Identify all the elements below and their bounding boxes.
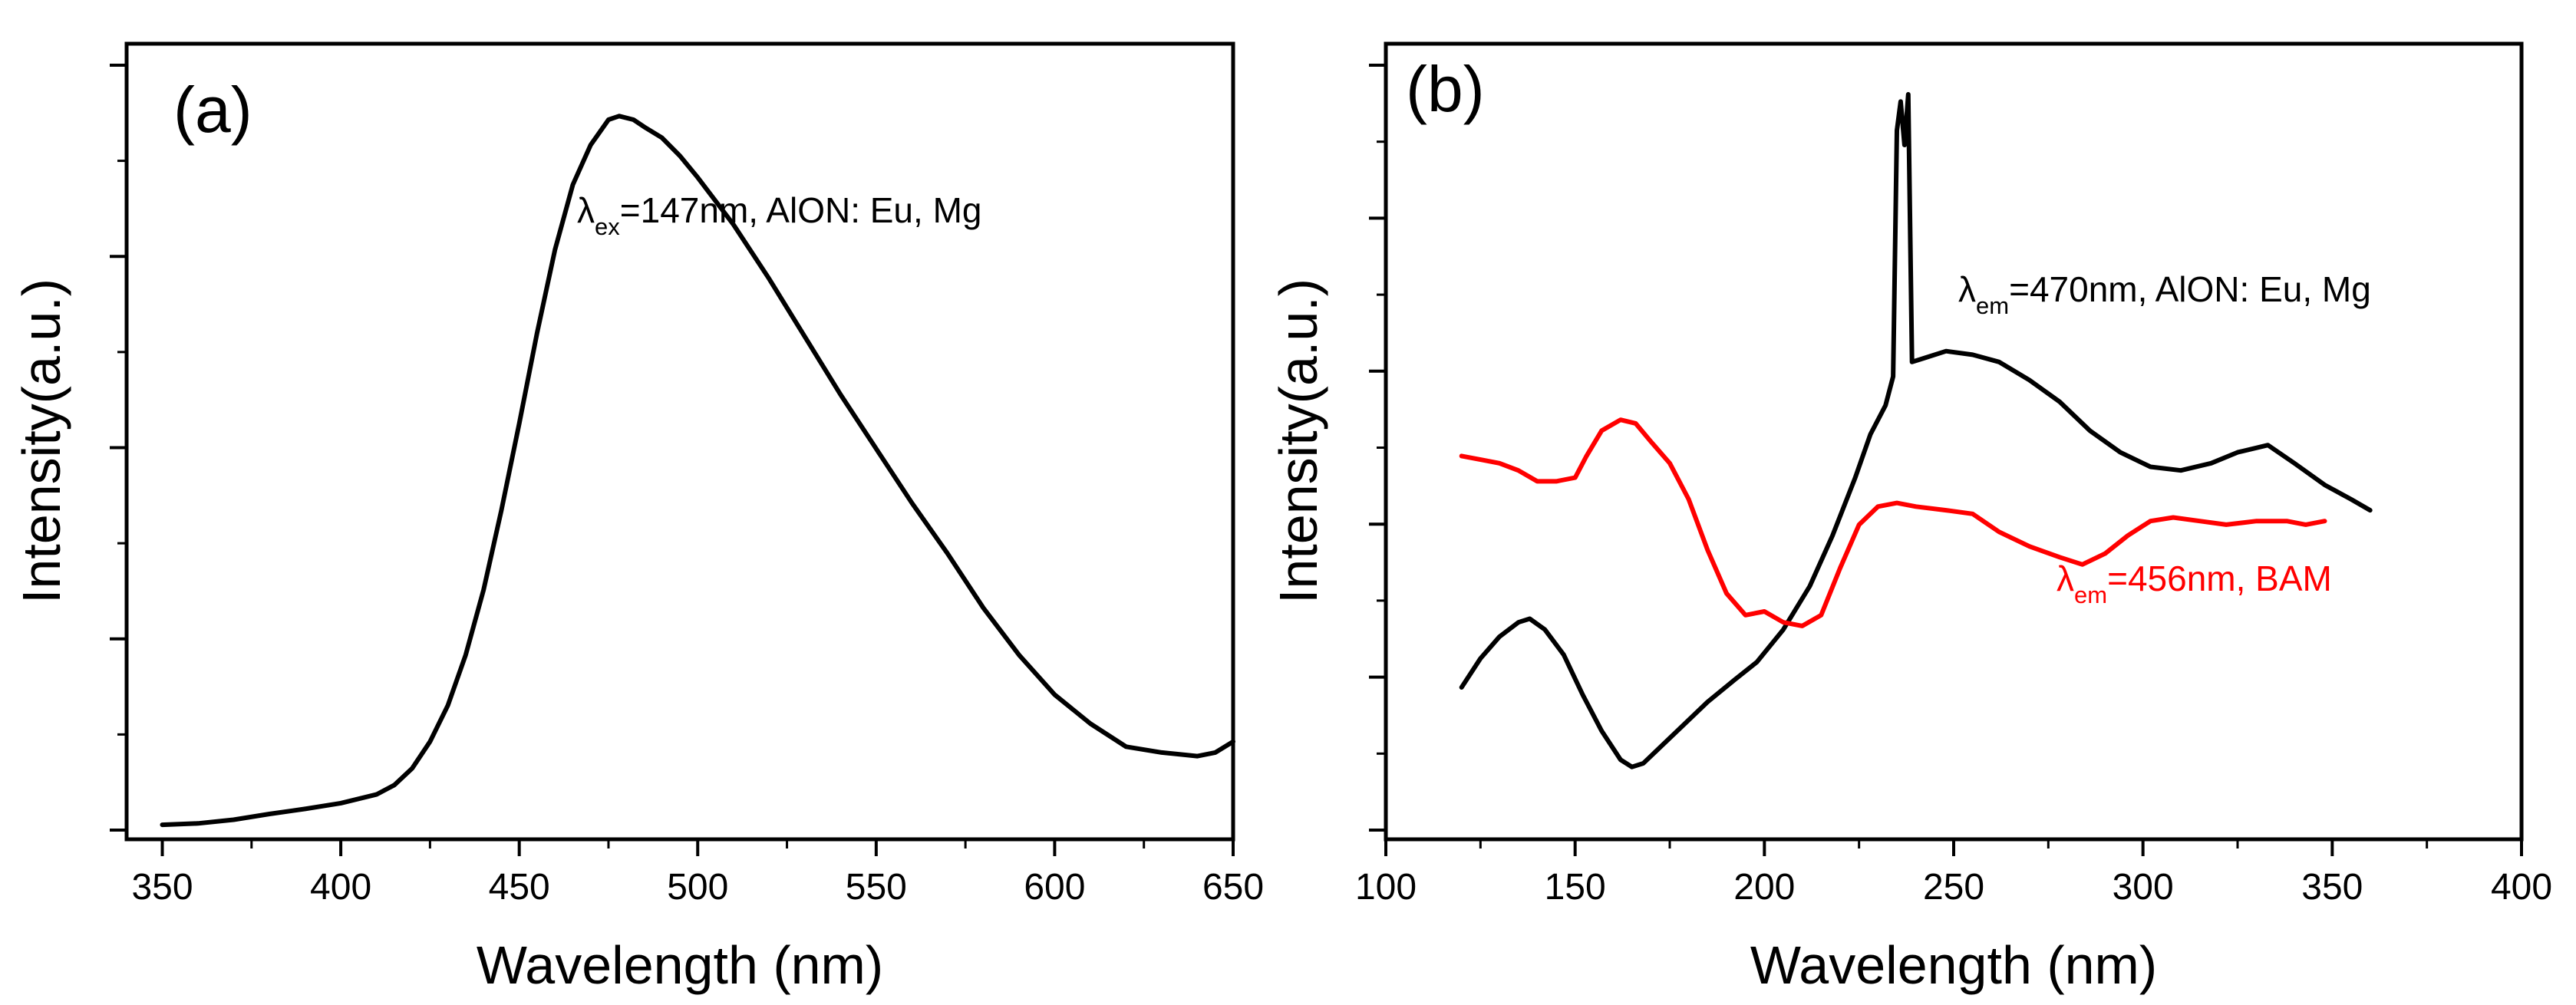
panel-b-annotation-alon-symbol: λ (1958, 269, 1976, 309)
panel-a-label: (a) (173, 74, 252, 146)
panel-b-x-tick-label: 350 (2301, 867, 2363, 908)
panel-a-annotation-text: =147nm, AlON: Eu, Mg (620, 190, 982, 230)
panel-a-ticks (110, 64, 1235, 856)
panel-a-tick-labels: 350 400 450 500 550 600 650 (131, 867, 1264, 908)
panel-b-chart: 100 150 200 250 300 350 400 (b) Wavelength (nm… (1268, 41, 2552, 995)
panel-a-plot-frame (124, 41, 1235, 842)
panel-b-x-tick-label: 250 (1923, 867, 1984, 908)
panel-b-annotation-bam-symbol: λ (2057, 559, 2074, 598)
panel-a-y-axis-title: Intensity(a.u.) (12, 278, 71, 604)
panel-a-chart: 350 400 450 500 550 600 650 (a) Wavelength (nm… (12, 41, 1264, 995)
panel-a-x-tick-label: 550 (846, 867, 907, 908)
panel-b-series-line-1 (1459, 92, 2373, 769)
panel-b-x-axis-title: Wavelength (nm) (1750, 935, 2157, 995)
panel-b-x-tick-label: 300 (2113, 867, 2174, 908)
panel-b-x-tick-label: 100 (1355, 867, 1417, 908)
panel-b-series-line-2 (1459, 417, 2327, 628)
panel-b-annotation-alon: λem=470nm, AlON: Eu, Mg (1958, 269, 2371, 319)
panel-b-y-axis-title: Intensity(a.u.) (1268, 278, 1328, 604)
panel-b-tick-labels: 100 150 200 250 300 350 400 (1355, 867, 2552, 908)
panel-b-x-tick-label: 400 (2491, 867, 2552, 908)
panel-b-x-tick-label: 200 (1733, 867, 1795, 908)
panel-a-x-tick-label: 650 (1202, 867, 1264, 908)
panel-a-x-tick-label: 600 (1024, 867, 1085, 908)
panel-b-ticks (1369, 64, 2523, 856)
panel-a-x-tick-label: 350 (131, 867, 193, 908)
panel-a-x-tick-label: 450 (489, 867, 550, 908)
panel-b-label: (b) (1406, 53, 1485, 125)
panel-a-annotation: λex=147nm, AlON: Eu, Mg (577, 190, 981, 240)
panel-a-annotation-symbol: λ (577, 190, 595, 230)
panel-b-annotation-bam-subscript: em (2074, 582, 2107, 608)
panel-b-annotation-bam: λem=456nm, BAM (2057, 559, 2332, 608)
panel-a-series-line-1 (160, 114, 1235, 828)
panel-b-x-tick-label: 150 (1545, 867, 1606, 908)
panel-a-x-tick-label: 500 (667, 867, 728, 908)
panel-b-series (1459, 92, 2373, 769)
panel-a-x-axis-title: Wavelength (nm) (477, 935, 883, 995)
panel-a-annotation-subscript: ex (595, 213, 620, 240)
panel-b-annotation-alon-subscript: em (1976, 292, 2009, 319)
panel-a-x-tick-label: 400 (310, 867, 371, 908)
panel-b-annotation-alon-text: =470nm, AlON: Eu, Mg (2009, 269, 2371, 309)
panel-b-plot-frame (1384, 41, 2524, 842)
panel-b-annotation-bam-text: =456nm, BAM (2107, 559, 2332, 598)
panel-a-series (160, 114, 1235, 828)
